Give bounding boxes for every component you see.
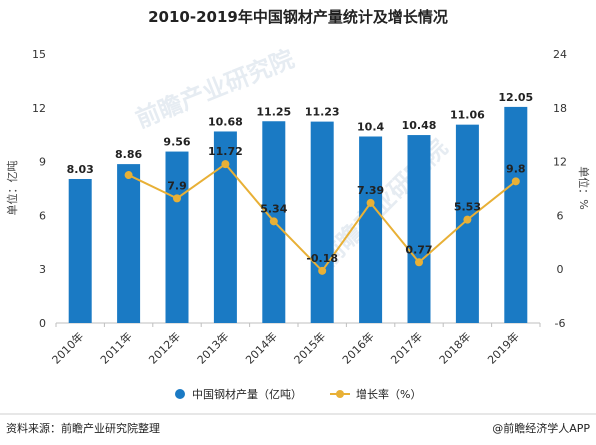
bar-value-label: 9.56 bbox=[163, 136, 190, 149]
bar bbox=[407, 135, 431, 323]
y-axis-left: 0 3 6 9 12 15 bbox=[32, 48, 46, 330]
bar-value-label: 8.86 bbox=[115, 148, 142, 161]
bar-value-label: 8.03 bbox=[67, 163, 94, 176]
growth-value-label: 0.77 bbox=[405, 243, 432, 256]
y-axis-right: -6 0 6 12 18 24 bbox=[553, 48, 567, 330]
bar-value-label: 11.23 bbox=[305, 106, 340, 119]
y-left-tick-label: 12 bbox=[32, 102, 46, 115]
y-right-tick-label: 18 bbox=[553, 102, 567, 115]
growth-value-label: 5.53 bbox=[454, 201, 481, 214]
y-right-tick-label: 12 bbox=[553, 156, 567, 169]
bar bbox=[504, 106, 528, 323]
bar-labels: 8.03 8.86 9.56 10.68 11.25 11.23 10.4 10.48 11.0… bbox=[67, 91, 534, 176]
growth-point bbox=[463, 215, 472, 224]
y-left-tick-label: 15 bbox=[32, 48, 46, 61]
x-tick-label: 2012年 bbox=[146, 329, 183, 366]
growth-point bbox=[318, 266, 327, 275]
growth-point bbox=[415, 258, 423, 267]
y-left-tick-label: 3 bbox=[39, 263, 46, 276]
growth-point bbox=[124, 171, 133, 180]
chart-title: 2010-2019年中国钢材产量统计及增长情况 bbox=[148, 8, 448, 26]
growth-rate-points bbox=[124, 160, 520, 275]
bar-value-label: 10.48 bbox=[402, 119, 437, 132]
bar-value-label: 10.68 bbox=[208, 115, 243, 128]
legend-bar-swatch bbox=[175, 389, 185, 399]
y-right-tick-label: 0 bbox=[557, 263, 564, 276]
x-axis: 2010年 2011年 2012年 2013年 2014年 2015年 2016年 2017年… bbox=[49, 323, 541, 367]
x-tick-label: 2011年 bbox=[97, 329, 134, 366]
y-right-tick-label: 6 bbox=[557, 209, 564, 222]
growth-point bbox=[269, 217, 278, 226]
bar bbox=[359, 136, 383, 323]
bar bbox=[68, 178, 92, 323]
growth-value-label: 5.34 bbox=[260, 202, 287, 215]
growth-point bbox=[173, 194, 181, 203]
bar-value-label: 11.25 bbox=[256, 105, 291, 118]
y-right-tick-label: 24 bbox=[553, 48, 567, 61]
bar bbox=[117, 164, 141, 323]
bar bbox=[455, 124, 479, 323]
growth-value-label: 11.72 bbox=[208, 145, 243, 158]
source-text: 资料来源：前瞻产业研究院整理 bbox=[6, 421, 160, 435]
x-tick-label: 2014年 bbox=[242, 329, 279, 366]
legend-bar-label: 中国钢材产量（亿吨） bbox=[192, 387, 302, 401]
x-tick-label: 2015年 bbox=[291, 329, 328, 366]
x-tick-label: 2018年 bbox=[436, 329, 473, 366]
growth-point bbox=[221, 160, 230, 169]
bar-value-label: 12.05 bbox=[498, 91, 533, 104]
y-right-tick-label: -6 bbox=[555, 317, 566, 330]
bar bbox=[213, 131, 237, 323]
y-left-tick-label: 6 bbox=[39, 209, 46, 222]
legend: 中国钢材产量（亿吨） 增长率（%） bbox=[175, 387, 421, 401]
brand-text: @前瞻经济学人APP bbox=[492, 421, 590, 435]
growth-value-label: 7.39 bbox=[357, 184, 384, 197]
bar bbox=[165, 151, 189, 323]
bar-value-label: 10.4 bbox=[357, 120, 384, 133]
x-tick-label: 2016年 bbox=[339, 329, 376, 366]
y-axis-right-label: 单位：% bbox=[577, 166, 591, 209]
growth-value-label: 7.9 bbox=[167, 179, 187, 192]
x-tick-label: 2019年 bbox=[484, 329, 521, 366]
bar bbox=[310, 121, 334, 323]
growth-value-label: -0.18 bbox=[306, 252, 338, 265]
x-tick-label: 2013年 bbox=[194, 329, 231, 366]
growth-point bbox=[511, 177, 520, 186]
bar-series bbox=[68, 106, 528, 323]
y-axis-left-label: 单位：亿吨 bbox=[5, 161, 19, 216]
x-tick-label: 2010年 bbox=[49, 329, 86, 366]
x-tick-label: 2017年 bbox=[388, 329, 425, 366]
growth-value-label: 9.8 bbox=[506, 162, 526, 175]
legend-line-marker bbox=[336, 390, 344, 398]
growth-rate-labels: 7.9 11.72 5.34 -0.18 7.39 0.77 5.53 9.8 bbox=[167, 145, 525, 265]
bar-value-label: 11.06 bbox=[450, 109, 485, 122]
legend-line-label: 增长率（%） bbox=[356, 387, 421, 401]
growth-point bbox=[366, 198, 375, 207]
y-left-tick-label: 9 bbox=[39, 156, 46, 169]
y-left-tick-label: 0 bbox=[39, 317, 46, 330]
